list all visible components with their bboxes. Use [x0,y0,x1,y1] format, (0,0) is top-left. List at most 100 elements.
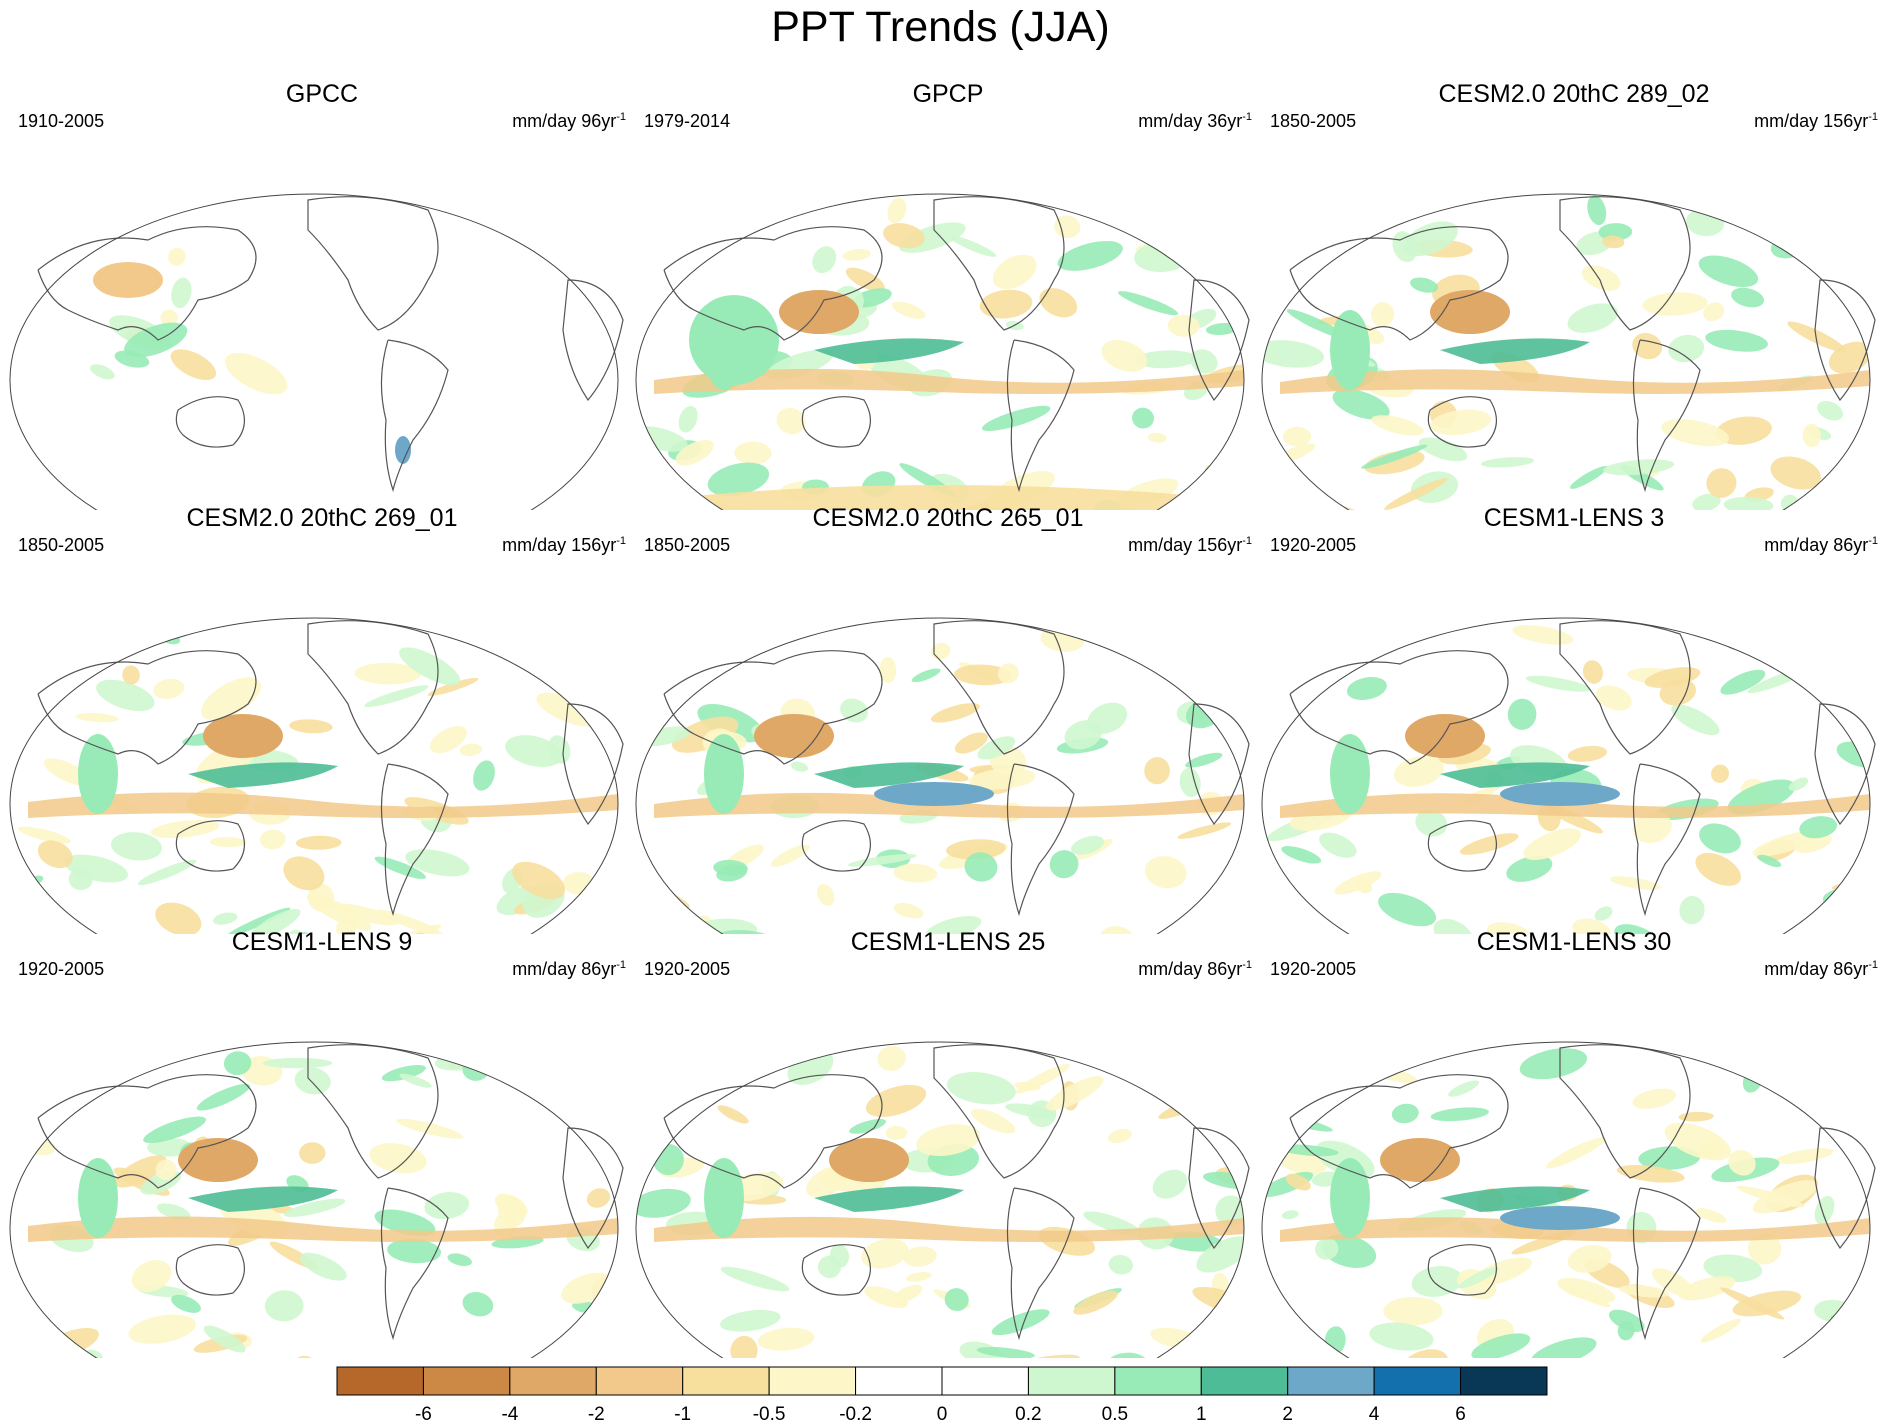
trend-blob [387,1238,442,1264]
africa-coast [562,703,624,826]
trend-blob [1582,660,1604,684]
panel-units: mm/day 96yr-1 [512,106,626,132]
colorbar-swatch [941,1366,1029,1396]
map-panel: CESM2.0 20thC 289_02 1850-2005 mm/day 156y… [1260,80,1881,510]
asia-coast [663,1074,883,1189]
trend-blob [1788,777,1809,791]
figure-title: PPT Trends (JJA) [771,3,1110,51]
trend-blob [977,736,1016,760]
colorbar-tick-label: 1 [1196,1404,1207,1425]
panel-units: mm/day 156yr-1 [502,530,626,556]
trend-blob [1817,401,1844,421]
samerica-coast [1632,339,1701,493]
trend-blob [1147,432,1167,443]
trend-blob [1098,926,1136,934]
colorbar-swatch [1114,1366,1202,1396]
asia-coast [37,1074,257,1189]
trend-blob [364,685,429,708]
trend-blob [550,1349,580,1358]
trend-blob [1150,1327,1205,1350]
trend-blob [893,863,938,883]
units-text: mm/day 86yr [1138,959,1243,979]
trend-blob [1087,702,1128,734]
trend-blob [424,1192,470,1220]
trend-blob [1617,1320,1635,1341]
trend-blob [1336,1357,1404,1358]
namerica-coast [1559,1044,1691,1179]
africa-coast [1188,703,1250,826]
trend-blob [1167,314,1200,337]
trend-blob [1391,1103,1419,1124]
trend-blob [1430,409,1492,436]
trend-blob [849,1119,887,1134]
map-outline [635,617,1245,934]
trend-blob [1757,854,1782,868]
trend-blob [170,349,217,381]
trend-blob [283,856,325,891]
world-map [1261,193,1876,510]
map-outline [1261,1041,1871,1358]
trend-blob [37,840,73,869]
trend-blob [1378,892,1437,927]
trend-blob [1039,288,1078,318]
itcz-wet-band [814,1186,964,1212]
trend-blob [1723,496,1774,510]
trend-blob [861,1238,909,1269]
trend-blob [1480,457,1535,468]
trend-blob [1668,334,1705,363]
trend-blob [1266,623,1338,654]
world-map [9,1041,624,1358]
trend-blob [1285,1173,1311,1191]
namerica-coast [307,196,439,331]
trend-blob [1632,332,1663,360]
trend-blob [842,248,871,261]
trend-blob [1370,302,1395,327]
map-outline [635,1041,1245,1358]
colorbar-tick-label: 4 [1368,1404,1380,1425]
panel-title: CESM1-LENS 3 [1483,504,1665,532]
trend-blob [45,1044,102,1078]
trend-blob [1205,322,1238,336]
units-exponent: -1 [616,111,626,123]
panel-period: 1920-2005 [18,959,105,979]
trend-blob [1632,811,1672,844]
units-text: mm/day 86yr [512,959,617,979]
trend-field [1262,194,1870,510]
trend-blob [1177,822,1232,839]
trend-blob [1833,904,1866,919]
trend-blob [1598,223,1633,241]
trend-blob [1263,1077,1305,1098]
panel-title: CESM1-LENS 30 [1476,928,1672,956]
trend-blob [757,1327,815,1351]
map-outline [635,193,1245,510]
trend-blob [1695,852,1741,886]
trend-blob [1742,1067,1763,1093]
map-outline [1261,193,1871,510]
indian-wet-blob [704,734,744,814]
trend-blob [1383,1296,1443,1326]
panel-units: mm/day 86yr-1 [1138,954,1252,980]
colorbar-swatch [1287,1366,1375,1396]
panel-units: mm/day 156yr-1 [1128,530,1252,556]
trend-blob [659,214,708,236]
trend-blob [699,623,717,645]
trend-blob [1400,1349,1449,1358]
coastlines [663,196,1250,493]
trend-blob [1132,407,1154,429]
trend-blob [77,628,144,658]
trend-blob [10,1076,70,1098]
map-panel: CESM1-LENS 25 1920-2005 mm/day 86yr-1 [634,928,1262,1358]
trend-blob [292,1355,317,1358]
samerica-coast [380,1187,449,1341]
trend-blob [1070,835,1105,855]
trend-blob [1262,340,1325,368]
samerica-coast [1006,763,1075,917]
trend-blob [946,1072,1016,1105]
trend-blob [1158,1090,1224,1120]
trend-blob [637,878,690,908]
trend-blob [893,903,924,919]
trend-blob [776,407,806,435]
units-text: mm/day 96yr [512,111,617,131]
trend-blob [1346,677,1387,700]
trend-blob [663,665,682,687]
